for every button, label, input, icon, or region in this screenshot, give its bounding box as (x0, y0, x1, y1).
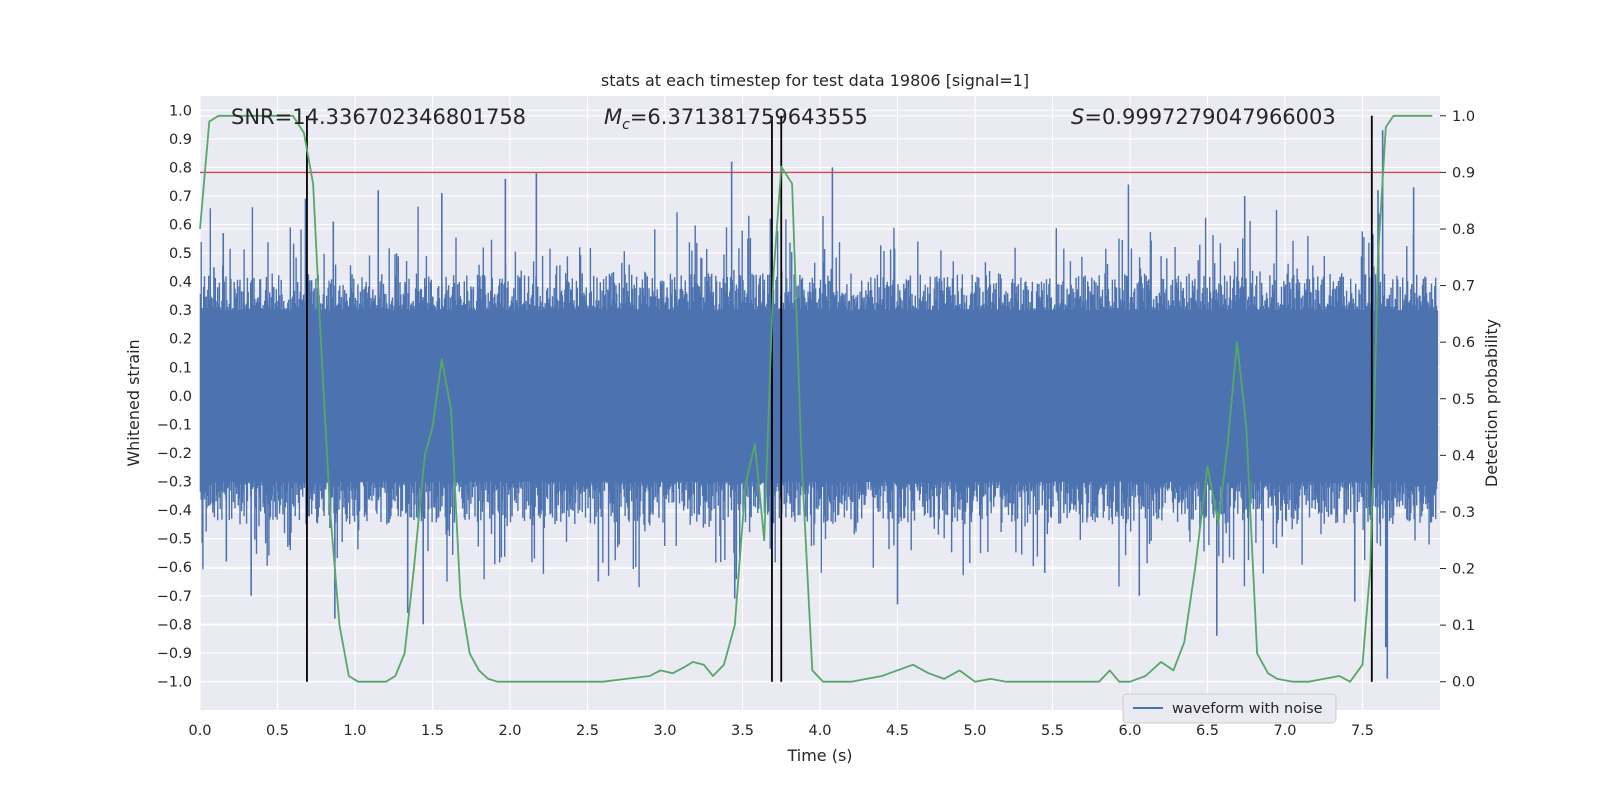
x-axis-ticks: 0.0 0.5 1.0 1.5 2.0 2.5 3.0 3.5 4.0 4.5 5.0 5.5 6.0 6… (188, 723, 1374, 739)
chirp-mass-value: =6.371381759643555 (630, 105, 868, 129)
y-tick-label: 0.9 (169, 132, 192, 148)
legend-label: waveform with noise (1172, 701, 1323, 717)
y-tick-label: −0.3 (157, 475, 192, 491)
x-tick-label: 6.5 (1196, 723, 1219, 739)
chart-title: stats at each timestep for test data 198… (601, 71, 1029, 90)
x-tick-label: 2.5 (576, 723, 599, 739)
y2-tick-label: 1.0 (1452, 109, 1475, 125)
x-axis-label: Time (s) (786, 746, 852, 765)
x-tick-label: 3.0 (653, 723, 676, 739)
x-tick-label: 3.5 (731, 723, 754, 739)
y2-tick-label: 0.2 (1452, 562, 1475, 578)
y-tick-label: −0.2 (157, 446, 192, 462)
y2-tick-label: 0.6 (1452, 335, 1475, 351)
y-tick-label: −1.0 (157, 674, 192, 690)
y-tick-label: 0.5 (169, 246, 192, 262)
legend-box (1122, 693, 1337, 724)
y2-axis-ticks: 1.0 0.9 0.8 0.7 0.6 0.5 0.4 0.3 0.2 0.1 0.0 (1440, 109, 1475, 691)
x-tick-label: 0.5 (266, 723, 289, 739)
x-tick-label: 7.0 (1273, 723, 1296, 739)
y-tick-label: −0.6 (157, 560, 192, 576)
y2-tick-label: 0.5 (1452, 392, 1475, 408)
x-tick-label: 4.0 (808, 723, 831, 739)
detection-probability-series (199, 114, 1433, 683)
y2-tick-label: 0.9 (1452, 165, 1475, 181)
y-axis-ticks: 1.0 0.9 0.8 0.7 0.6 0.5 0.4 0.3 0.2 0.1 0.0 −0.1 −0.… (157, 103, 192, 690)
snr-annotation: SNR=14.336702346801758 (231, 105, 526, 129)
x-tick-label: 1.5 (421, 723, 444, 739)
y-tick-label: 0.4 (169, 275, 192, 291)
x-tick-label: 1.0 (343, 723, 366, 739)
score-symbol: S (1071, 105, 1084, 129)
y2-tick-label: 0.3 (1452, 505, 1475, 521)
y2-tick-label: 0.4 (1452, 448, 1475, 464)
y-tick-label: −0.9 (157, 646, 192, 662)
y-tick-label: 0.8 (169, 160, 192, 176)
y-axis-label: Whitened strain (124, 339, 143, 466)
x-tick-label: 7.5 (1351, 723, 1374, 739)
y2-tick-label: 0.1 (1452, 618, 1475, 634)
detection-probability-line (199, 114, 1433, 683)
y2-axis-label: Detection probability (1482, 319, 1501, 487)
x-tick-label: 5.0 (963, 723, 986, 739)
y2-tick-label: 0.0 (1452, 675, 1475, 691)
y-tick-label: −0.7 (157, 589, 192, 605)
score-annotation: S=0.9997279047966003 (1071, 105, 1336, 129)
y-tick-label: −0.8 (157, 617, 192, 633)
x-tick-label: 4.5 (886, 723, 909, 739)
chirp-mass-subscript: c (622, 117, 630, 133)
x-tick-label: 0.0 (188, 723, 211, 739)
y-tick-label: −0.5 (157, 532, 192, 548)
y-tick-label: −0.4 (157, 503, 192, 519)
y-tick-label: 0.0 (169, 389, 192, 405)
y-tick-label: 0.6 (169, 218, 192, 234)
chirp-mass-symbol: M (604, 105, 622, 129)
y-tick-label: 0.7 (169, 189, 192, 205)
noise-core-band (200, 310, 1438, 482)
x-tick-label: 5.5 (1041, 723, 1064, 739)
y2-tick-label: 0.8 (1452, 222, 1475, 238)
y2-tick-label: 0.7 (1452, 279, 1475, 295)
vertical-marker-lines (306, 115, 1373, 682)
legend: waveform with noise (1122, 693, 1337, 724)
chirp-mass-annotation: Mc=6.371381759643555 (604, 105, 868, 133)
y-tick-label: 1.0 (169, 103, 192, 119)
x-tick-label: 6.0 (1118, 723, 1141, 739)
y-tick-label: 0.2 (169, 332, 192, 348)
y-tick-label: −0.1 (157, 417, 192, 433)
score-value: =0.9997279047966003 (1084, 105, 1335, 129)
x-tick-label: 2.0 (498, 723, 521, 739)
y-tick-label: 0.3 (169, 303, 192, 319)
y-tick-label: 0.1 (169, 360, 192, 376)
